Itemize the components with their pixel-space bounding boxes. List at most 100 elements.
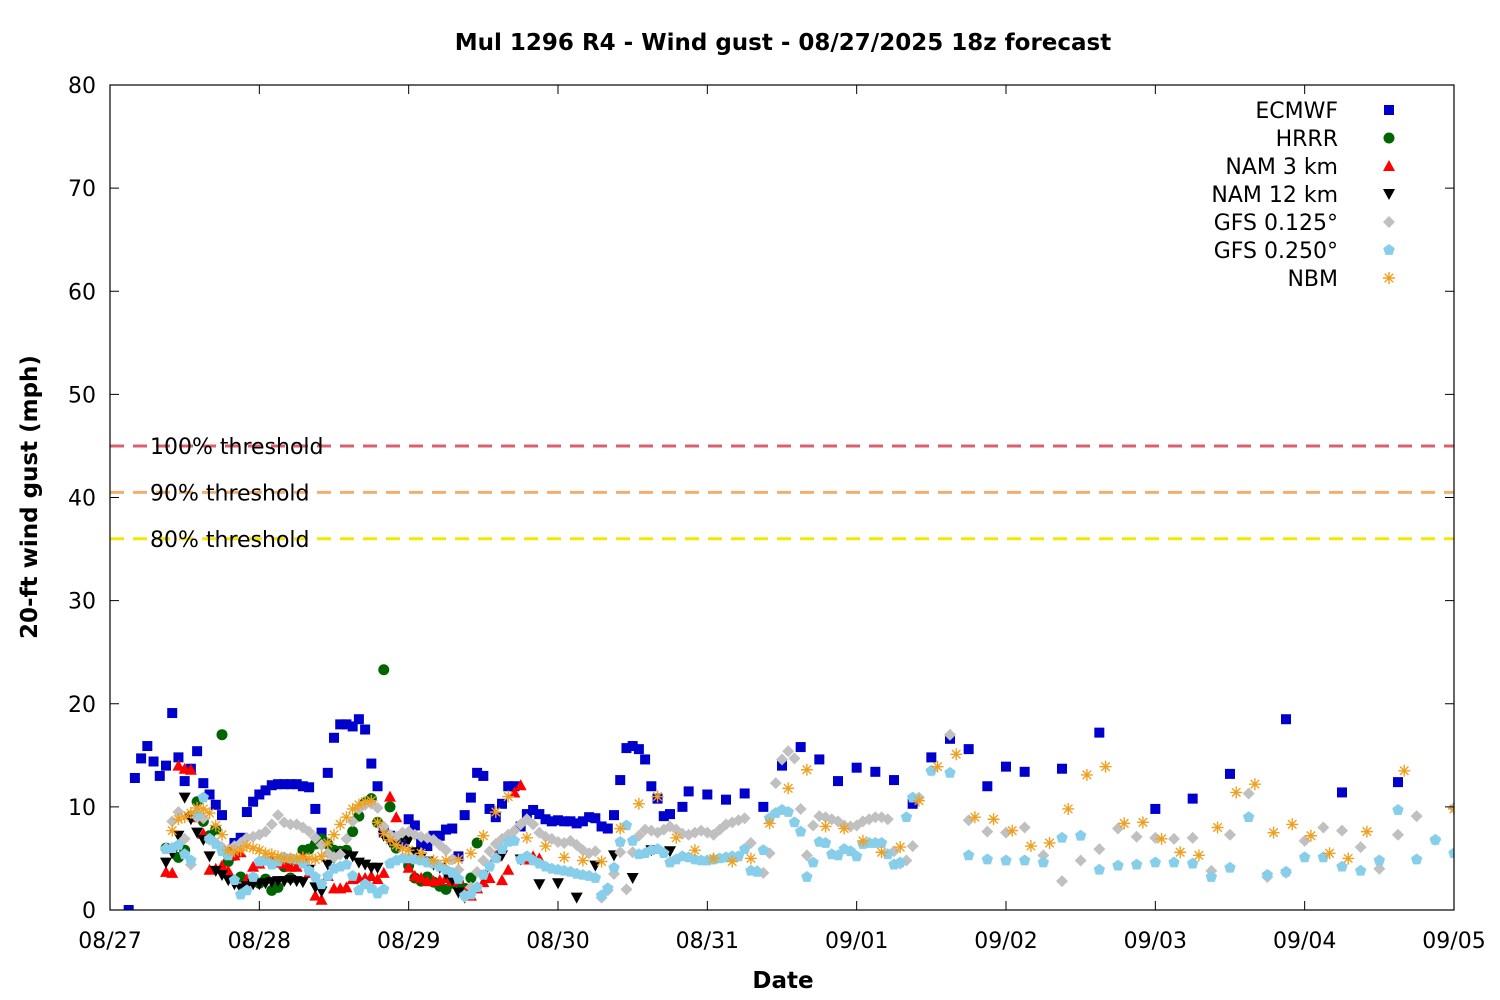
data-point xyxy=(377,866,390,878)
data-point xyxy=(1205,871,1218,882)
threshold-label: 80% threshold xyxy=(150,528,310,553)
data-point xyxy=(228,874,241,885)
data-point xyxy=(160,857,172,869)
data-point xyxy=(658,847,670,859)
data-point xyxy=(520,831,533,844)
data-point xyxy=(315,878,328,890)
data-point xyxy=(297,781,308,792)
data-point xyxy=(184,807,197,820)
data-point xyxy=(614,846,627,859)
data-point xyxy=(1130,830,1143,843)
data-point xyxy=(315,839,328,852)
data-point xyxy=(402,834,415,846)
data-point xyxy=(377,827,390,840)
data-point xyxy=(304,782,315,793)
data-point xyxy=(931,760,944,773)
data-point xyxy=(602,882,614,894)
series-gfs-0-250- xyxy=(160,764,1454,901)
data-point xyxy=(483,860,496,872)
data-point xyxy=(1373,862,1386,875)
data-point xyxy=(477,868,490,880)
data-point xyxy=(240,840,253,853)
data-point xyxy=(502,863,515,875)
data-point xyxy=(926,752,937,763)
data-point xyxy=(335,719,346,730)
data-point xyxy=(1410,810,1423,823)
data-point xyxy=(614,822,627,835)
data-point xyxy=(434,830,445,841)
data-point xyxy=(1317,851,1330,863)
data-point xyxy=(290,852,303,865)
data-point xyxy=(247,860,260,872)
data-point xyxy=(340,881,353,893)
data-point xyxy=(265,818,278,831)
data-point xyxy=(365,794,378,807)
threshold-lines: 100% threshold 90% threshold 80% threshold xyxy=(110,435,1454,553)
data-point xyxy=(1006,824,1019,837)
data-point xyxy=(483,845,496,858)
data-point xyxy=(508,786,521,798)
data-point xyxy=(402,861,415,873)
data-point xyxy=(590,813,601,824)
data-point xyxy=(850,850,863,862)
data-point xyxy=(303,852,316,865)
data-point xyxy=(384,833,396,846)
data-point xyxy=(129,773,140,783)
data-point xyxy=(1187,793,1198,804)
data-point xyxy=(203,807,216,820)
data-point xyxy=(981,825,994,838)
data-point xyxy=(1298,834,1311,847)
data-point xyxy=(1080,768,1093,781)
y-tick-label: 60 xyxy=(68,280,96,305)
legend-label: ECMWF xyxy=(1255,99,1338,124)
data-point xyxy=(1242,787,1255,800)
data-point xyxy=(620,883,633,896)
data-point xyxy=(172,759,185,771)
data-point xyxy=(1024,840,1037,853)
data-point xyxy=(944,728,956,741)
data-point xyxy=(912,794,925,807)
data-point xyxy=(452,853,465,866)
data-point xyxy=(427,854,440,867)
legend-label: GFS 0.250° xyxy=(1214,239,1338,264)
data-point xyxy=(248,796,259,807)
data-point xyxy=(614,835,626,847)
data-point xyxy=(172,839,185,850)
data-point xyxy=(571,818,582,829)
data-point xyxy=(763,817,776,830)
data-point xyxy=(626,873,639,885)
data-point xyxy=(1360,825,1373,838)
legend-label: NBM xyxy=(1287,267,1338,292)
data-point xyxy=(464,847,477,860)
data-point xyxy=(284,818,297,831)
data-point xyxy=(875,836,888,848)
data-point xyxy=(782,806,794,817)
legend-label: GFS 0.125° xyxy=(1214,211,1338,236)
y-tick-label: 20 xyxy=(68,693,96,718)
data-point xyxy=(346,869,359,881)
data-point xyxy=(371,873,384,885)
data-point xyxy=(452,887,465,899)
data-point xyxy=(378,883,390,895)
data-point xyxy=(1398,764,1411,777)
data-point xyxy=(514,779,527,791)
data-point xyxy=(589,872,602,883)
legend-marker xyxy=(1384,105,1394,115)
data-point xyxy=(1373,854,1386,866)
data-point xyxy=(322,767,333,778)
data-point xyxy=(377,820,390,833)
data-point xyxy=(814,754,825,765)
data-point xyxy=(266,780,277,791)
data-point xyxy=(347,826,359,838)
data-point xyxy=(589,845,602,858)
data-point xyxy=(341,719,352,730)
data-point xyxy=(620,819,633,831)
data-point xyxy=(1342,852,1355,865)
data-point xyxy=(154,770,165,781)
data-point xyxy=(1118,817,1131,830)
data-point xyxy=(210,799,221,810)
data-point xyxy=(483,872,496,884)
legend: ECMWF HRRR NAM 3 km NAM 12 km GFS 0.125° GFS … xyxy=(1211,99,1395,292)
data-point xyxy=(329,732,339,743)
data-point xyxy=(702,789,713,800)
